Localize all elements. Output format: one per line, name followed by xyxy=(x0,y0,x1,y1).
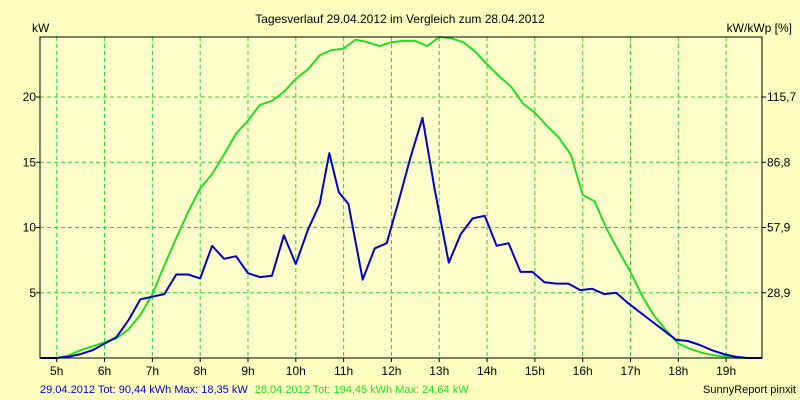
x-tick-label: 5h xyxy=(50,364,63,378)
legend-series-2: 28.04.2012 Tot: 194,45 kWh Max: 24,64 kW xyxy=(255,384,469,396)
y-tick-label-left: 15 xyxy=(23,155,37,169)
x-tick-label: 17h xyxy=(620,364,640,378)
legend-series-1: 29.04.2012 Tot: 90,44 kWh Max: 18,35 kW xyxy=(40,384,248,396)
y-axis-right-label: kW/kWp [%] xyxy=(727,21,792,35)
y-axis-left-label: kW xyxy=(32,21,50,35)
plot-frame xyxy=(39,36,763,359)
y-axis-left-ticks: 5 10 15 20 xyxy=(23,90,40,300)
y-axis-right-ticks: 28,9 57,9 86,8 115,7 xyxy=(762,90,796,300)
x-axis-ticks: 5h 6h 7h 8h 9h 10h 11h 12h 13h 14h 15h 16h 17h 18h 19h xyxy=(50,358,736,378)
x-tick-label: 19h xyxy=(716,364,736,378)
y-tick-label-right: 57,9 xyxy=(767,221,791,235)
series-line-1 xyxy=(40,116,762,359)
plot-area xyxy=(40,37,762,358)
series-lines xyxy=(40,36,762,359)
series-line-2 xyxy=(40,36,762,359)
credit-text: SunnyReport pinxit xyxy=(703,384,796,396)
x-tick-label: 8h xyxy=(193,364,206,378)
y-tick-label-left: 20 xyxy=(23,90,37,104)
x-tick-label: 16h xyxy=(573,364,593,378)
chart-title: Tagesverlauf 29.04.2012 im Vergleich zum… xyxy=(255,12,545,26)
x-tick-label: 14h xyxy=(477,364,497,378)
x-tick-label: 9h xyxy=(241,364,254,378)
y-tick-label-right: 28,9 xyxy=(767,286,791,300)
y-tick-label-left: 10 xyxy=(23,221,37,235)
x-tick-label: 18h xyxy=(668,364,688,378)
grid-lines xyxy=(40,37,762,358)
x-tick-label: 13h xyxy=(429,364,449,378)
footer-legend: 29.04.2012 Tot: 90,44 kWh Max: 18,35 kW … xyxy=(40,384,469,396)
x-tick-label: 6h xyxy=(98,364,111,378)
x-tick-label: 11h xyxy=(334,364,353,378)
y-tick-label-right: 115,7 xyxy=(767,90,796,104)
x-tick-label: 10h xyxy=(286,364,306,378)
x-tick-label: 7h xyxy=(146,364,159,378)
x-tick-label: 15h xyxy=(525,364,545,378)
y-tick-label-right: 86,8 xyxy=(767,155,791,169)
x-tick-label: 12h xyxy=(381,364,401,378)
y-tick-label-left: 5 xyxy=(29,286,36,300)
